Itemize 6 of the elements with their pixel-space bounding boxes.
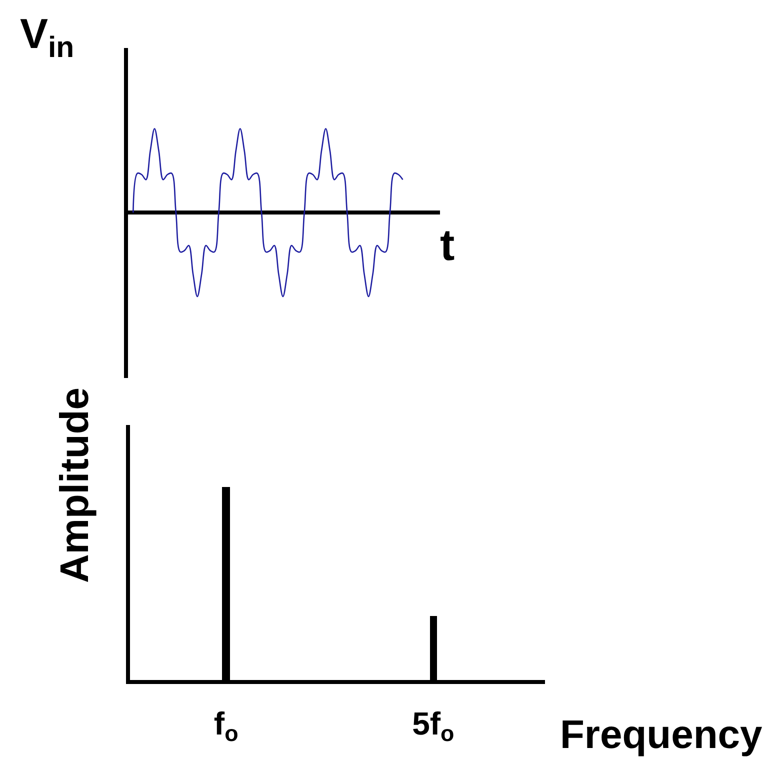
y-axis-title: Amplitude (53, 387, 97, 583)
x-axis-title: Frequency (560, 713, 764, 757)
x-tick-label: 5f$_{o}$ (412, 705, 454, 746)
x-axis-title: t (440, 221, 455, 270)
y-axis-title: V$_{in}$ (20, 10, 74, 64)
x-tick-label: f$_{o}$ (214, 705, 238, 746)
